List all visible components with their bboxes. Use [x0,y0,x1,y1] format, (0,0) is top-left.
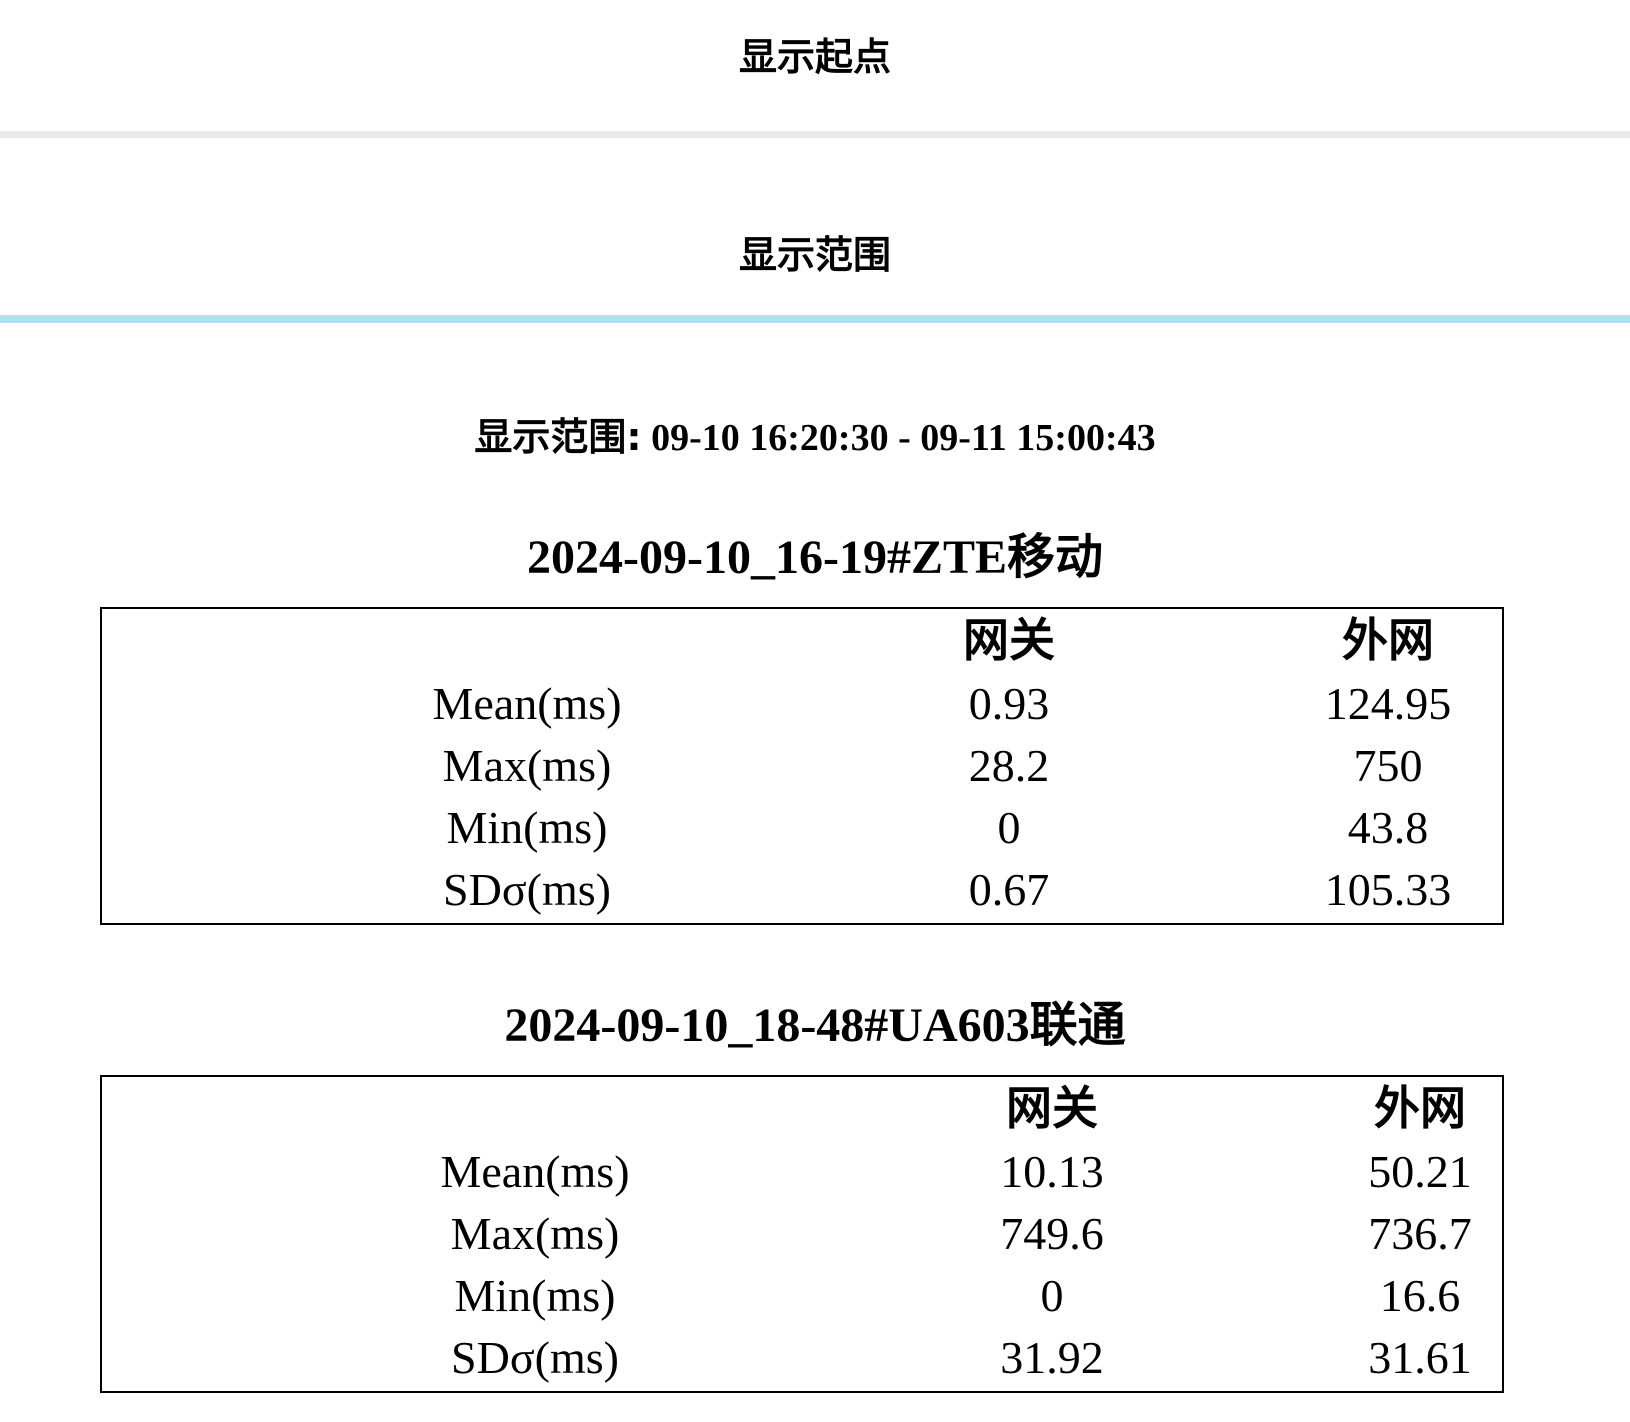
stats-table: 网关 外网 Mean(ms) 10.13 50.21 Max(ms) 749.6… [100,1075,1504,1393]
gateway-mean-value: 0.93 [968,678,1050,729]
stats-table: 网关 外网 Mean(ms) 0.93 124.95 Max(ms) 28.2 … [100,607,1504,925]
row-label-sd: SDσ(ms) [443,864,611,915]
section-divider [0,131,1630,138]
column-header-gateway: 网关 [1006,1081,1098,1135]
external-mean-value: 50.21 [1368,1146,1472,1197]
external-min-value: 16.6 [1379,1270,1461,1321]
external-sd-value: 105.33 [1324,864,1452,915]
column-header-gateway: 网关 [963,613,1055,667]
range-summary-label: 显示范围: [474,415,642,459]
external-mean-value: 124.95 [1324,678,1452,729]
row-label-max: Max(ms) [450,1208,620,1259]
gateway-mean-value: 10.13 [1000,1146,1104,1197]
row-label-mean: Mean(ms) [432,678,622,729]
gateway-min-value: 0 [1040,1270,1064,1321]
stats-block-title: 2024-09-10_18-48#UA603联通 [504,999,1126,1052]
stats-block-title: 2024-09-10_16-19#ZTE移动 [526,531,1103,584]
external-max-value: 736.7 [1368,1208,1472,1259]
row-label-min: Min(ms) [454,1270,616,1321]
column-header-external: 外网 [1342,613,1434,667]
range-summary-value: 09-10 16:20:30 - 09-11 15:00:43 [651,417,1156,459]
show-range-section-header[interactable]: 显示范围 [738,233,891,277]
active-section-divider [0,315,1630,323]
range-summary: 显示范围: 09-10 16:20:30 - 09-11 15:00:43 [0,414,1630,461]
gateway-sd-value: 0.67 [968,864,1050,915]
gateway-max-value: 28.2 [968,740,1050,791]
external-min-value: 43.8 [1347,802,1429,853]
gateway-sd-value: 31.92 [1000,1332,1104,1383]
external-sd-value: 31.61 [1368,1332,1472,1383]
row-label-sd: SDσ(ms) [451,1332,619,1383]
row-label-min: Min(ms) [446,802,608,853]
external-max-value: 750 [1353,740,1423,791]
gateway-max-value: 749.6 [1000,1208,1104,1259]
row-label-mean: Mean(ms) [440,1146,630,1197]
gateway-min-value: 0 [997,802,1021,853]
show-start-section-header[interactable]: 显示起点 [738,35,891,79]
row-label-max: Max(ms) [442,740,612,791]
column-header-external: 外网 [1374,1081,1466,1135]
